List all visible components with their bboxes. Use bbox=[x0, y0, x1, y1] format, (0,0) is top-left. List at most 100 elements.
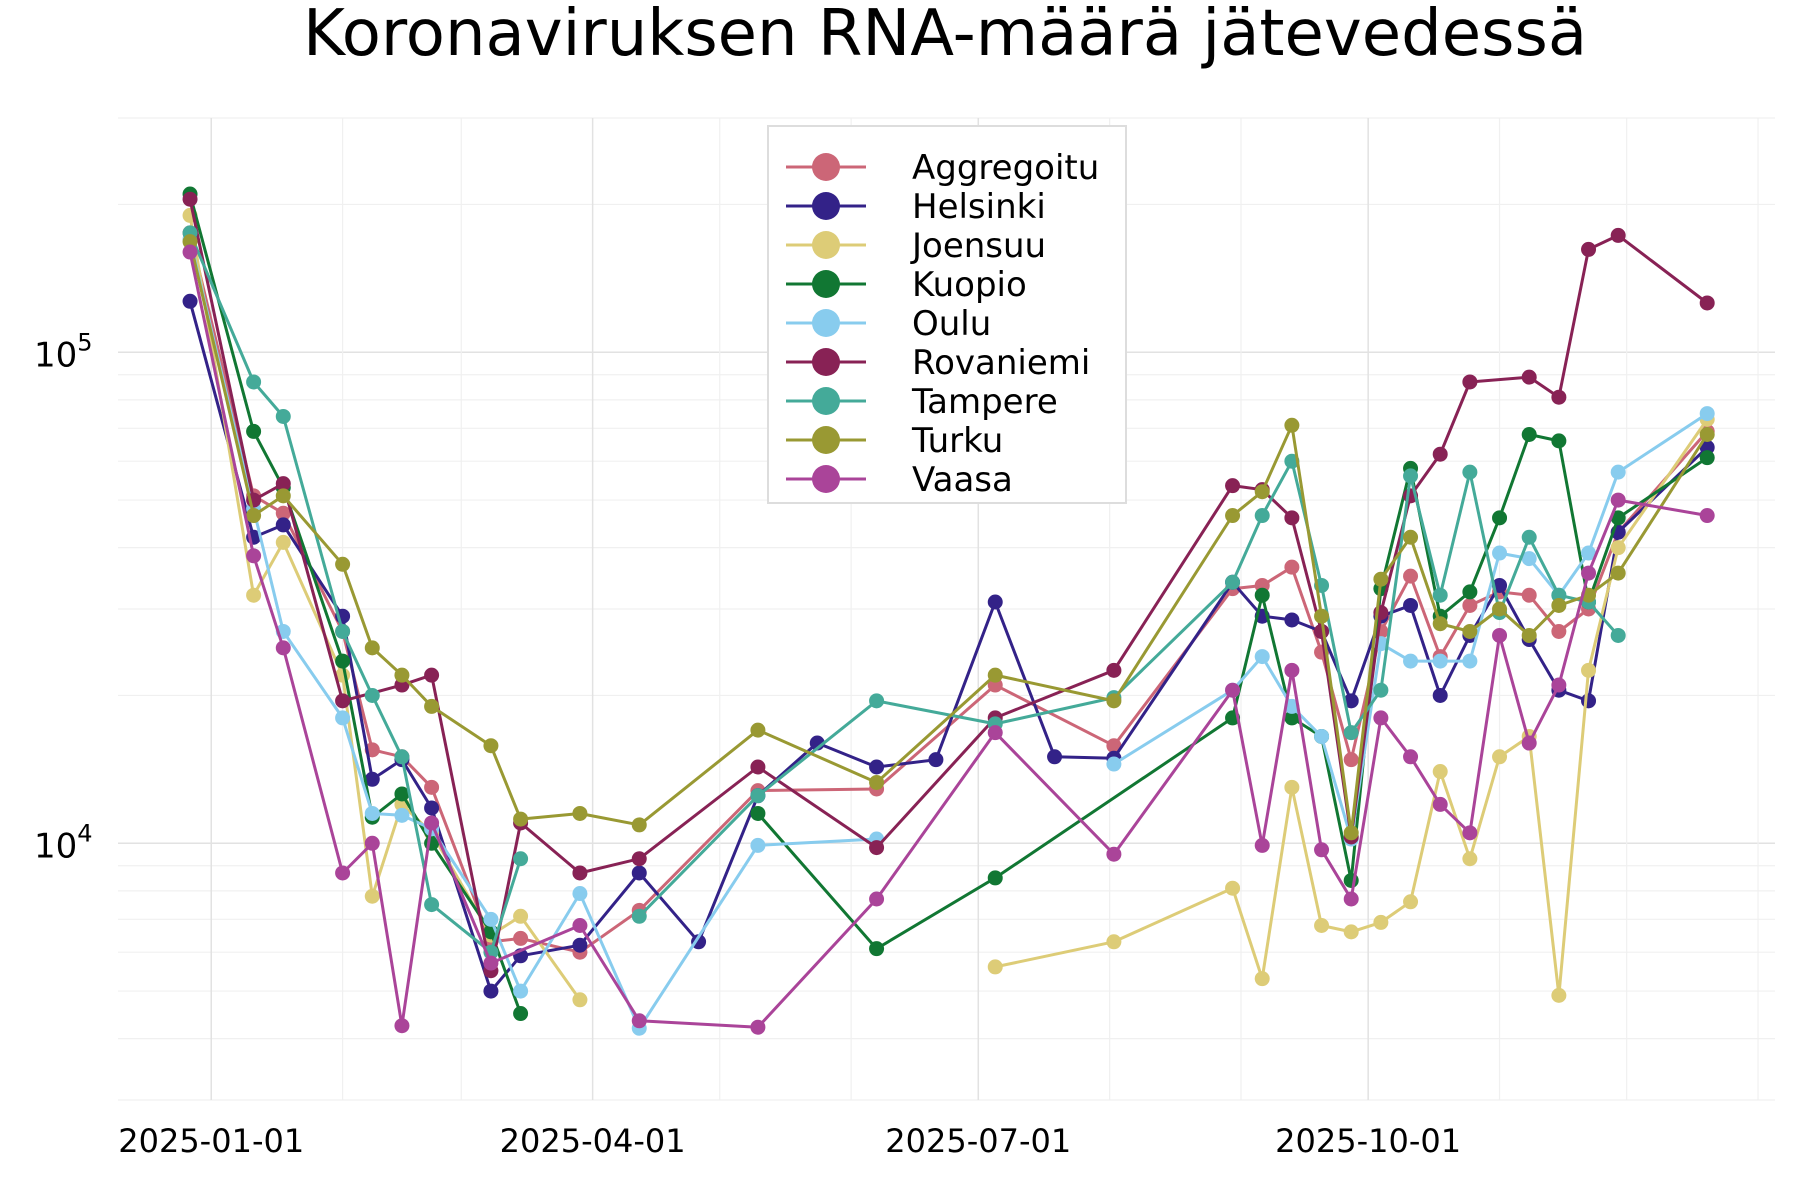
data-point bbox=[1047, 749, 1063, 765]
data-point bbox=[987, 725, 1003, 741]
data-point bbox=[1343, 924, 1359, 940]
data-point bbox=[394, 807, 410, 823]
x-tick-label: 2025-01-01 bbox=[118, 1122, 304, 1160]
legend-label: Oulu bbox=[912, 304, 991, 344]
x-tick-label: 2025-07-01 bbox=[885, 1122, 1071, 1160]
legend: AggregoituHelsinkiJoensuuKuopioOuluRovan… bbox=[767, 125, 1127, 504]
data-point bbox=[1403, 749, 1419, 765]
data-point bbox=[750, 722, 766, 738]
data-point bbox=[1106, 662, 1122, 678]
data-point bbox=[1551, 597, 1567, 613]
data-point bbox=[1551, 677, 1567, 693]
data-point bbox=[572, 805, 588, 821]
data-point bbox=[483, 738, 499, 754]
legend-item: Aggregoitu bbox=[786, 148, 1099, 188]
data-point bbox=[1432, 687, 1448, 703]
data-point bbox=[572, 865, 588, 881]
legend-item: Vaasa bbox=[786, 460, 1013, 500]
data-point bbox=[1610, 464, 1626, 480]
data-point bbox=[869, 693, 885, 709]
data-point bbox=[1432, 446, 1448, 462]
series-line bbox=[1113, 412, 1709, 841]
data-point bbox=[275, 505, 291, 521]
y-tick-label: 104 bbox=[34, 819, 93, 866]
legend-label: Aggregoitu bbox=[912, 148, 1099, 188]
legend-item: Oulu bbox=[786, 304, 991, 344]
data-point bbox=[424, 779, 440, 795]
data-point bbox=[1610, 565, 1626, 581]
legend-item: Rovaniemi bbox=[786, 343, 1090, 383]
data-point bbox=[513, 811, 529, 827]
data-point bbox=[1432, 796, 1448, 812]
data-point bbox=[1551, 389, 1567, 405]
series-vaasa bbox=[182, 244, 1715, 1035]
data-point bbox=[1492, 749, 1508, 765]
data-point bbox=[1581, 693, 1597, 709]
data-point bbox=[1462, 584, 1478, 600]
y-tick-label: 105 bbox=[34, 328, 93, 375]
data-point bbox=[1462, 374, 1478, 390]
legend-swatch-marker bbox=[812, 270, 840, 298]
data-point bbox=[631, 851, 647, 867]
data-point bbox=[1284, 559, 1300, 575]
legend-label: Kuopio bbox=[912, 265, 1027, 305]
data-point bbox=[1225, 574, 1241, 590]
data-point bbox=[364, 640, 380, 656]
data-point bbox=[182, 234, 198, 250]
data-point bbox=[1551, 987, 1567, 1003]
data-point bbox=[750, 837, 766, 853]
data-point bbox=[335, 556, 351, 572]
data-point bbox=[513, 908, 529, 924]
data-point bbox=[275, 517, 291, 533]
data-point bbox=[691, 934, 707, 950]
data-point bbox=[1403, 894, 1419, 910]
data-point bbox=[335, 865, 351, 881]
legend-swatch-marker bbox=[812, 231, 840, 259]
data-point bbox=[364, 687, 380, 703]
data-point bbox=[869, 759, 885, 775]
data-point bbox=[572, 937, 588, 953]
data-point bbox=[631, 1013, 647, 1029]
data-point bbox=[1581, 662, 1597, 678]
data-point bbox=[424, 897, 440, 913]
axes: 2025-01-01 2025-04-01 2025-07-01 2025-10-01… bbox=[34, 328, 1461, 1160]
data-point bbox=[483, 911, 499, 927]
data-point bbox=[1610, 492, 1626, 508]
data-point bbox=[1462, 623, 1478, 639]
data-point bbox=[987, 959, 1003, 975]
data-point bbox=[246, 587, 262, 603]
series-group bbox=[182, 186, 1715, 1036]
data-point bbox=[246, 508, 262, 524]
data-point bbox=[364, 835, 380, 851]
data-point bbox=[1254, 587, 1270, 603]
data-point bbox=[1106, 934, 1122, 950]
data-point bbox=[1492, 510, 1508, 526]
data-point bbox=[750, 759, 766, 775]
chart-title: Koronaviruksen RNA-määrä jätevedessä bbox=[303, 0, 1587, 71]
data-point bbox=[1699, 406, 1715, 422]
legend-label: Turku bbox=[911, 421, 1003, 461]
data-point bbox=[1254, 649, 1270, 665]
legend-item: Kuopio bbox=[786, 265, 1027, 305]
data-point bbox=[1284, 510, 1300, 526]
data-point bbox=[335, 693, 351, 709]
data-point bbox=[928, 752, 944, 768]
data-point bbox=[1403, 529, 1419, 545]
data-point bbox=[275, 408, 291, 424]
data-point bbox=[1462, 851, 1478, 867]
data-point bbox=[1432, 764, 1448, 780]
data-point bbox=[1403, 597, 1419, 613]
data-point bbox=[1581, 545, 1597, 561]
data-point bbox=[1284, 612, 1300, 628]
data-point bbox=[1521, 369, 1537, 385]
data-point bbox=[572, 992, 588, 1008]
data-point bbox=[1610, 510, 1626, 526]
data-point bbox=[1284, 779, 1300, 795]
legend-item: Turku bbox=[786, 421, 1003, 461]
data-point bbox=[750, 1019, 766, 1035]
data-point bbox=[1551, 433, 1567, 449]
data-point bbox=[275, 488, 291, 504]
data-point bbox=[1106, 756, 1122, 772]
data-point bbox=[275, 476, 291, 492]
data-point bbox=[1551, 623, 1567, 639]
